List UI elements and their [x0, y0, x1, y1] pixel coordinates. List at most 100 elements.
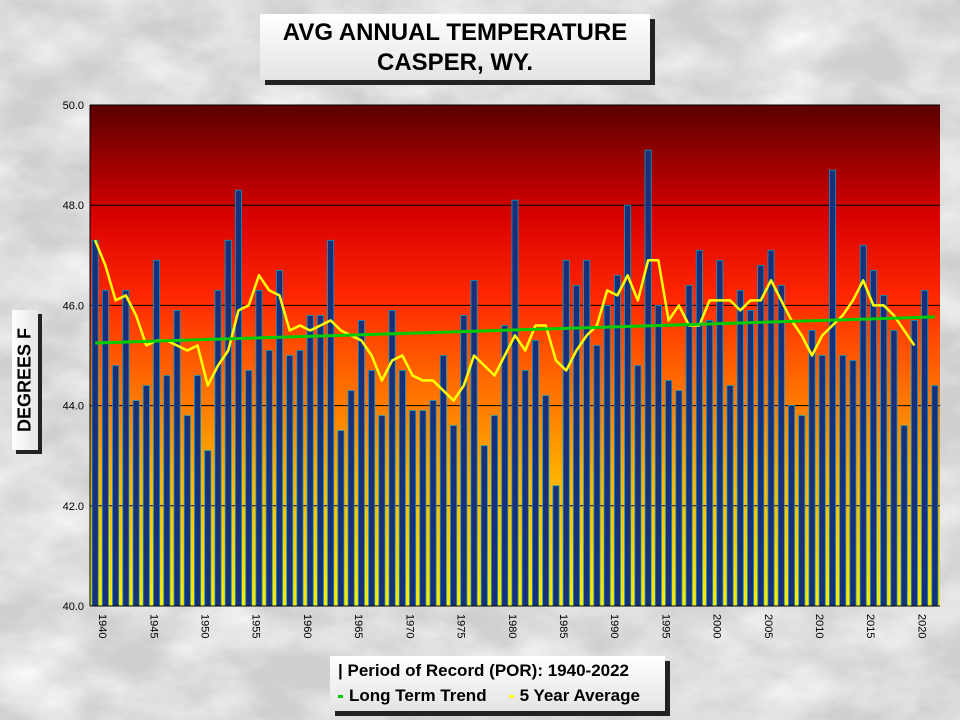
y-axis-label-box: DEGREES F	[12, 310, 38, 450]
bar-2020	[910, 320, 918, 607]
bar-1954	[235, 189, 242, 607]
bar-2000	[706, 320, 714, 607]
x-tick-label: 1990	[608, 614, 620, 638]
bar-1970	[398, 370, 406, 607]
bar-1958	[275, 269, 283, 607]
bar-1945	[142, 385, 150, 607]
bar-1977	[470, 279, 478, 607]
x-tick-label: 1995	[659, 614, 671, 638]
y-tick-label: 46.0	[63, 300, 84, 312]
bar-1950	[194, 375, 202, 607]
y-tick-label: 48.0	[63, 200, 84, 212]
bar-2001	[716, 259, 724, 607]
bar-2012	[828, 169, 836, 607]
legend-por: | Period of Record (POR): 1940-2022	[338, 661, 630, 680]
bar-1943	[122, 289, 130, 607]
bar-1987	[572, 284, 580, 607]
bar-1993	[634, 365, 642, 607]
bar-1962	[316, 315, 324, 607]
bar-1998	[685, 284, 693, 607]
bar-1975	[450, 425, 458, 607]
bar-1957	[265, 350, 273, 607]
bar-2017	[880, 294, 888, 607]
legend-trend-label: Long Term Trend	[349, 686, 487, 705]
bar-2021	[921, 289, 929, 607]
bar-1985	[552, 485, 560, 607]
bar-1990	[603, 304, 611, 607]
x-tick-label: 1950	[199, 614, 211, 638]
x-tick-label: 1970	[403, 614, 415, 638]
bar-1983	[532, 340, 539, 607]
bar-1999	[695, 249, 703, 607]
bar-1953	[224, 239, 232, 607]
x-tick-label: 2010	[813, 614, 825, 638]
bar-1973	[429, 400, 437, 607]
trend-line	[95, 315, 935, 345]
chart-title: AVG ANNUAL TEMPERATURE CASPER, WY.	[260, 14, 650, 80]
bar-1971	[409, 410, 417, 607]
bar-2005	[757, 264, 765, 607]
bar-1988	[583, 259, 591, 607]
bar-2002	[726, 385, 734, 607]
x-tick-labels: 1940 1945 1950 1955 1960 1965 1970 1975 1980 1985…	[96, 614, 927, 638]
bar-1992	[624, 204, 632, 607]
bar-1964	[337, 430, 345, 607]
bar-1963	[327, 239, 335, 607]
x-tick-label: 1980	[506, 614, 518, 638]
bar-2018	[890, 330, 898, 607]
bar-1978	[480, 445, 488, 607]
legend-row: Long Term Trend 5 Year Average	[338, 686, 640, 706]
y-tick-label: 44.0	[63, 401, 84, 413]
x-tick-label: 1955	[250, 614, 262, 638]
x-tick-label: 2015	[864, 614, 876, 638]
title-line-2: CASPER, WY.	[376, 49, 534, 76]
bar-1976	[460, 315, 468, 607]
legend-trend-swatch	[338, 695, 343, 699]
y-axis-label: DEGREES F	[14, 327, 35, 433]
legend-avg-label: 5 Year Average	[519, 686, 640, 705]
y-tick-labels: 40.0 42.0 44.0 46.0 48.0 50.0	[63, 100, 84, 613]
bar-1982	[521, 370, 529, 607]
bar-1944	[132, 400, 140, 607]
bar-1959	[286, 355, 294, 607]
bar-1948	[173, 310, 181, 607]
bar-1979	[491, 415, 498, 607]
bar-1960	[296, 350, 304, 607]
bar-1966	[357, 320, 365, 607]
bar-1986	[562, 259, 570, 607]
bar-2022	[931, 385, 939, 607]
bar-1947	[163, 375, 171, 607]
bar-1946	[153, 259, 161, 607]
y-tick-label: 40.0	[63, 601, 84, 613]
bar-2007	[777, 284, 785, 607]
bar-2004	[747, 310, 755, 607]
bar-1965	[347, 390, 355, 607]
bar-2011	[818, 355, 826, 607]
x-tick-label: 2005	[762, 614, 774, 638]
bar-2015	[859, 244, 867, 607]
bar-1996	[665, 380, 673, 607]
legend: | Period of Record (POR): 1940-2022 Long…	[330, 656, 665, 711]
x-tick-label: 1985	[557, 614, 569, 638]
x-tick-label: 1945	[147, 614, 159, 638]
bar-1967	[368, 370, 376, 607]
bar-1968	[378, 415, 386, 607]
x-tick-label: 1975	[455, 614, 467, 638]
bar-1997	[675, 390, 683, 607]
bar-1994	[644, 149, 652, 607]
bar-1941	[101, 289, 109, 607]
x-tick-label: 1940	[96, 614, 108, 638]
bar-2019	[900, 425, 908, 607]
bar-1981	[511, 199, 519, 607]
bar-2009	[798, 415, 806, 607]
x-tick-label: 2020	[915, 614, 927, 638]
series-lines	[93, 239, 935, 402]
y-tick-label: 50.0	[63, 100, 84, 112]
bar-1951	[204, 450, 212, 607]
y-tick-label: 42.0	[63, 501, 84, 513]
bar-2010	[808, 330, 816, 607]
x-tick-label: 1960	[301, 614, 313, 638]
bar-1949	[183, 415, 191, 607]
bar-1955	[245, 370, 253, 607]
